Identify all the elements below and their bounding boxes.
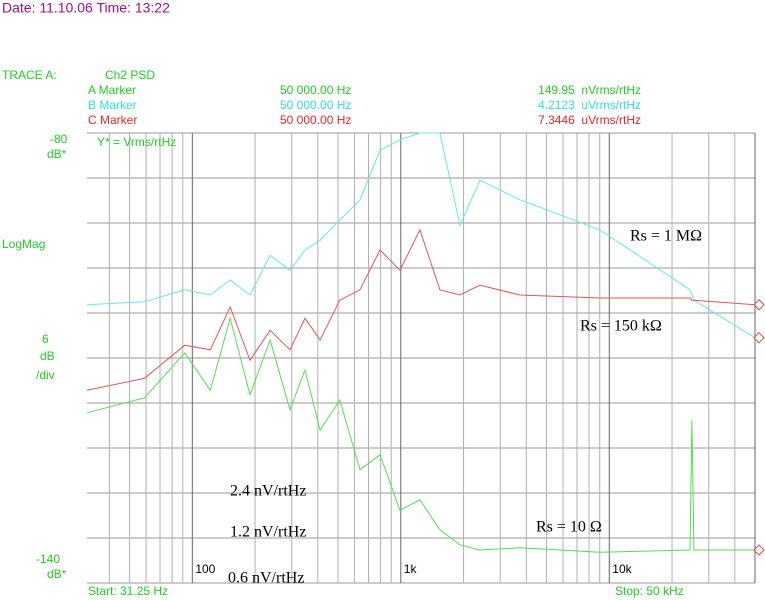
div-suffix: /div [36, 368, 55, 382]
plot [86, 132, 765, 584]
marker-frequency: 50 000.00 Hz [280, 113, 351, 127]
marker-name: C Marker [88, 113, 137, 127]
marker-name: B Marker [88, 98, 137, 112]
annotation: Rs = 150 kΩ [580, 318, 662, 335]
y-top-tick: -80 [50, 132, 68, 146]
y-bottom-unit: dB* [47, 567, 67, 581]
div-value: 6 [42, 332, 49, 346]
stop: Stop: 50 kHz [615, 584, 684, 598]
annotation: 2.4 nV/rtHz [230, 483, 306, 500]
annotation: Rs = 10 Ω [536, 519, 602, 536]
marker-diamond [753, 544, 765, 556]
marker-name: A Marker [88, 83, 136, 97]
marker-frequency: 50 000.00 Hz [280, 83, 351, 97]
div-unit: dB [40, 349, 55, 363]
trace [86, 228, 756, 391]
y-top-unit: dB* [47, 147, 67, 161]
mode: LogMag [2, 237, 45, 251]
trace [86, 316, 755, 553]
x-tick-label: 1k [404, 562, 418, 576]
x-tick-label: 10k [612, 562, 632, 576]
marker-frequency: 50 000.00 Hz [280, 98, 351, 112]
y-bottom-tick: -140 [36, 552, 60, 566]
annotation: 1.2 nV/rtHz [230, 524, 306, 541]
marker-reading: 7.3446 uVrms/rtHz [538, 113, 641, 127]
y-unit: Y* = Vrms/rtHz [97, 135, 176, 149]
annotation: Rs = 1 MΩ [630, 228, 702, 245]
x-tick-label: 100 [195, 562, 215, 576]
trace-label: TRACE A: [2, 68, 57, 82]
trace-channel: Ch2 PSD [105, 68, 155, 82]
start: Start: 31.25 Hz [88, 584, 168, 598]
datetime: Date: 11.10.06 Time: 13:22 [2, 0, 170, 16]
marker-reading: 4.2123 uVrms/rtHz [538, 98, 641, 112]
marker-reading: 149.95 nVrms/rtHz [538, 83, 641, 97]
trace [86, 132, 756, 339]
marker-diamond [753, 299, 765, 311]
marker-diamond [753, 332, 765, 344]
annotation: 0.6 nV/rtHz [228, 570, 304, 587]
